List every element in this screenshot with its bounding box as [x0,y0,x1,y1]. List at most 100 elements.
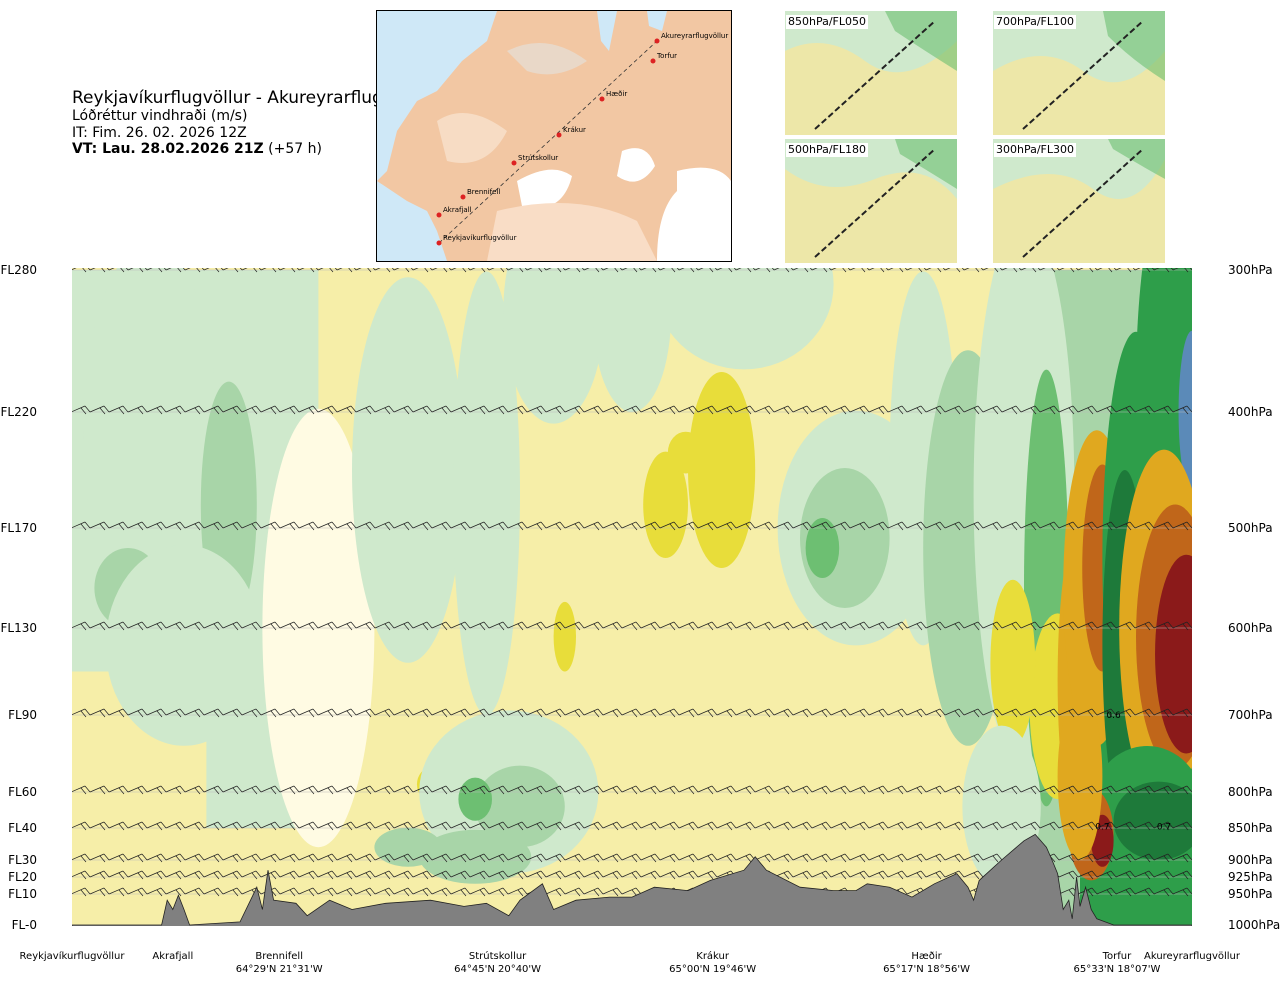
wind-barb [868,785,889,795]
wind-barb [108,521,129,531]
wind-barb [507,521,528,531]
location-label: Strútskollur 64°45'N 20°40'W [454,950,541,976]
wind-barb [241,821,262,831]
field-cell [592,268,672,412]
wind-barb [127,405,148,415]
wind-barb [52,264,71,272]
thumbnail-300[interactable]: 300hPa/FL300 [993,139,1165,263]
wind-barb [1077,521,1098,531]
wind-barb [1172,621,1192,631]
wind-barb [1020,785,1041,795]
thumbnail-850[interactable]: 850hPa/FL050 [785,11,957,135]
wind-barb [374,785,395,795]
wind-barb [72,853,91,863]
wind-barb [127,785,148,795]
wind-barb [52,522,71,530]
wind-barb [602,821,623,831]
wind-barb [241,853,262,863]
wind-barb [317,821,338,831]
wind-barb [811,268,832,273]
wind-barb [868,853,889,863]
wind-barb [203,853,224,863]
wind-barb [336,870,357,880]
wind-barb [906,621,927,631]
wind-barb [792,853,813,863]
wind-barb [355,268,376,273]
wind-barb [146,268,167,273]
wind-barb [146,785,167,795]
wind-barb [1134,785,1155,795]
thumbnail-700[interactable]: 700hPa/FL100 [993,11,1165,135]
field-cell [805,518,840,578]
wind-barb [184,853,205,863]
route-marker [599,96,605,102]
valid-time-date: VT: Lau. 28.02.2026 21Z [72,141,264,157]
location-coord: 64°29'N 21°31'W [235,964,323,975]
wind-barb [108,853,129,863]
wind-barb [1077,708,1098,718]
wind-barb [1115,708,1136,718]
fl-label: FL220 [1,405,38,419]
wind-barb [260,821,281,831]
thumbnail-label: 500hPa/FL180 [786,143,869,157]
route-marker-label: Akrafjall [443,206,472,214]
wind-barb [469,887,490,897]
wind-barb [602,621,623,631]
thumbnail-500[interactable]: 500hPa/FL180 [785,139,957,263]
wind-barb [431,521,452,531]
wind-barb [412,405,433,415]
wind-barb [811,821,832,831]
wind-barb [944,621,965,631]
wind-barb [336,621,357,631]
location-name: Reykjavíkurflugvöllur [19,951,125,962]
wind-barb [583,887,604,897]
wind-barb [165,821,186,831]
wind-barb [260,405,281,415]
wind-barb [1115,621,1136,631]
wind-barb [659,621,680,631]
wind-barb [488,708,509,718]
wind-barb [165,785,186,795]
route-marker-label: Krákur [563,126,586,134]
wind-barb [108,785,129,795]
wind-barb [944,521,965,531]
wind-barb [1134,708,1155,718]
wind-barb [336,521,357,531]
thumbnail-label: 700hPa/FL100 [994,15,1077,29]
wind-barb [545,870,566,880]
location-label: Akrafjall [152,950,193,963]
pressure-axis: 300hPa 400hPa 500hPa 600hPa 700hPa 800hPa 850h… [1228,263,1280,932]
wind-barb [602,405,623,415]
wind-barb [393,853,414,863]
location-label: Torfur 65°33'N 18°07'W [1073,950,1160,976]
wind-barb [754,708,775,718]
wind-barb [526,870,547,880]
wind-barb [526,521,547,531]
wind-barb [203,268,224,273]
wind-barb [412,821,433,831]
wind-barb [640,821,661,831]
wind-barb [735,521,756,531]
wind-barb [1058,853,1079,863]
thumbnail-700-map [993,11,1165,135]
route-marker [654,38,660,44]
wind-barb [355,870,376,880]
location-name: Strútskollur [468,951,527,962]
wind-barb [735,405,756,415]
wind-barb [469,405,490,415]
wind-barb [754,821,775,831]
route-marker [436,212,442,218]
wind-barb [184,405,205,415]
location-name: Hæðir [911,951,942,962]
wind-barb [583,870,604,880]
wind-barb [146,405,167,415]
location-name: Brennifell [255,951,303,962]
wind-barb [52,854,71,862]
wind-barb [564,785,585,795]
wind-barb [811,708,832,718]
wind-barb [792,821,813,831]
wind-barb [640,708,661,718]
wind-barb [564,521,585,531]
wind-barb [1172,870,1192,880]
field-cell [83,268,218,628]
